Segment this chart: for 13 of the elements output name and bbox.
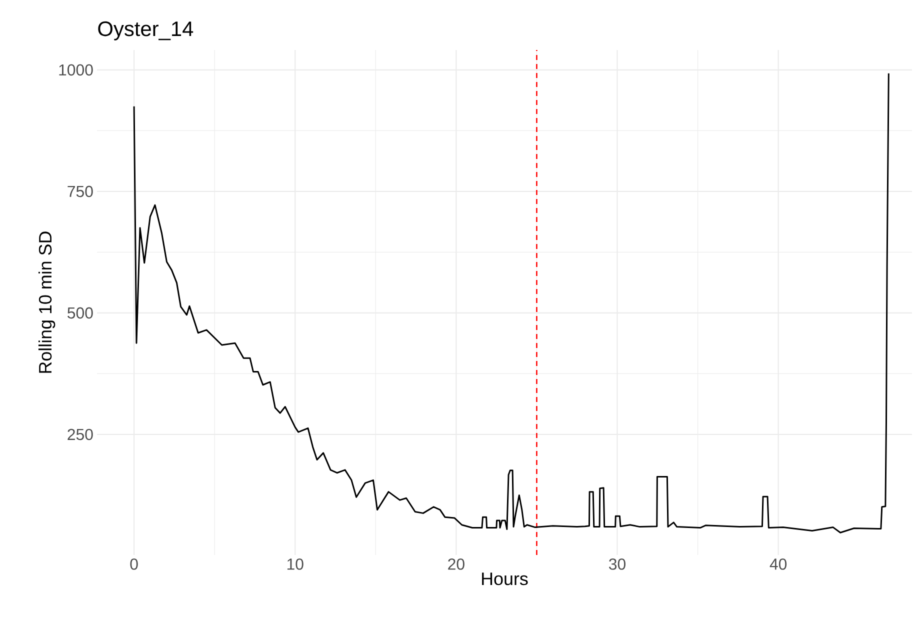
x-tick-label: 30 [609,558,626,570]
line-series [133,72,890,534]
chart-title: Oyster_14 [98,21,194,40]
x-axis-title: Hours [482,572,528,586]
y-tick-label: 750 [68,186,93,198]
x-tick-label: 10 [287,558,304,570]
x-tick-label: 40 [770,558,787,570]
y-tick-label: 500 [68,307,93,319]
x-tick-label: 20 [448,558,464,570]
y-tick-label: 250 [68,428,93,440]
y-tick-label: 1000 [59,64,93,76]
y-axis-title: Rolling 10 min SD [38,232,56,373]
x-tick-label: 0 [130,558,138,570]
